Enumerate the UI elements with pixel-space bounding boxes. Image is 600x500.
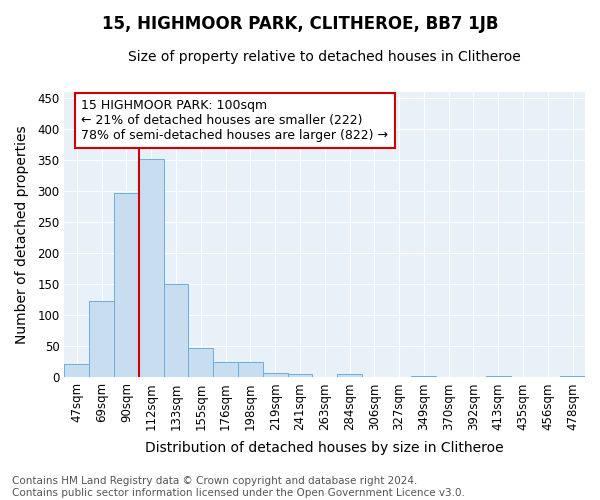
Title: Size of property relative to detached houses in Clitheroe: Size of property relative to detached ho…: [128, 50, 521, 64]
Bar: [89, 301, 114, 378]
Bar: [263, 373, 287, 378]
Bar: [64, 364, 89, 378]
Bar: [287, 374, 313, 378]
Text: 15 HIGHMOOR PARK: 100sqm
← 21% of detached houses are smaller (222)
78% of semi-: 15 HIGHMOOR PARK: 100sqm ← 21% of detach…: [82, 99, 388, 142]
Bar: [412, 376, 436, 378]
Bar: [164, 284, 188, 378]
Bar: [238, 362, 263, 378]
Text: Contains HM Land Registry data © Crown copyright and database right 2024.
Contai: Contains HM Land Registry data © Crown c…: [12, 476, 465, 498]
Bar: [213, 362, 238, 378]
Bar: [560, 376, 585, 378]
Bar: [313, 377, 337, 378]
Bar: [188, 348, 213, 378]
X-axis label: Distribution of detached houses by size in Clitheroe: Distribution of detached houses by size …: [145, 441, 504, 455]
Bar: [337, 374, 362, 378]
Text: 15, HIGHMOOR PARK, CLITHEROE, BB7 1JB: 15, HIGHMOOR PARK, CLITHEROE, BB7 1JB: [102, 15, 498, 33]
Bar: [486, 376, 511, 378]
Bar: [114, 193, 139, 378]
Bar: [139, 158, 164, 378]
Y-axis label: Number of detached properties: Number of detached properties: [15, 125, 29, 344]
